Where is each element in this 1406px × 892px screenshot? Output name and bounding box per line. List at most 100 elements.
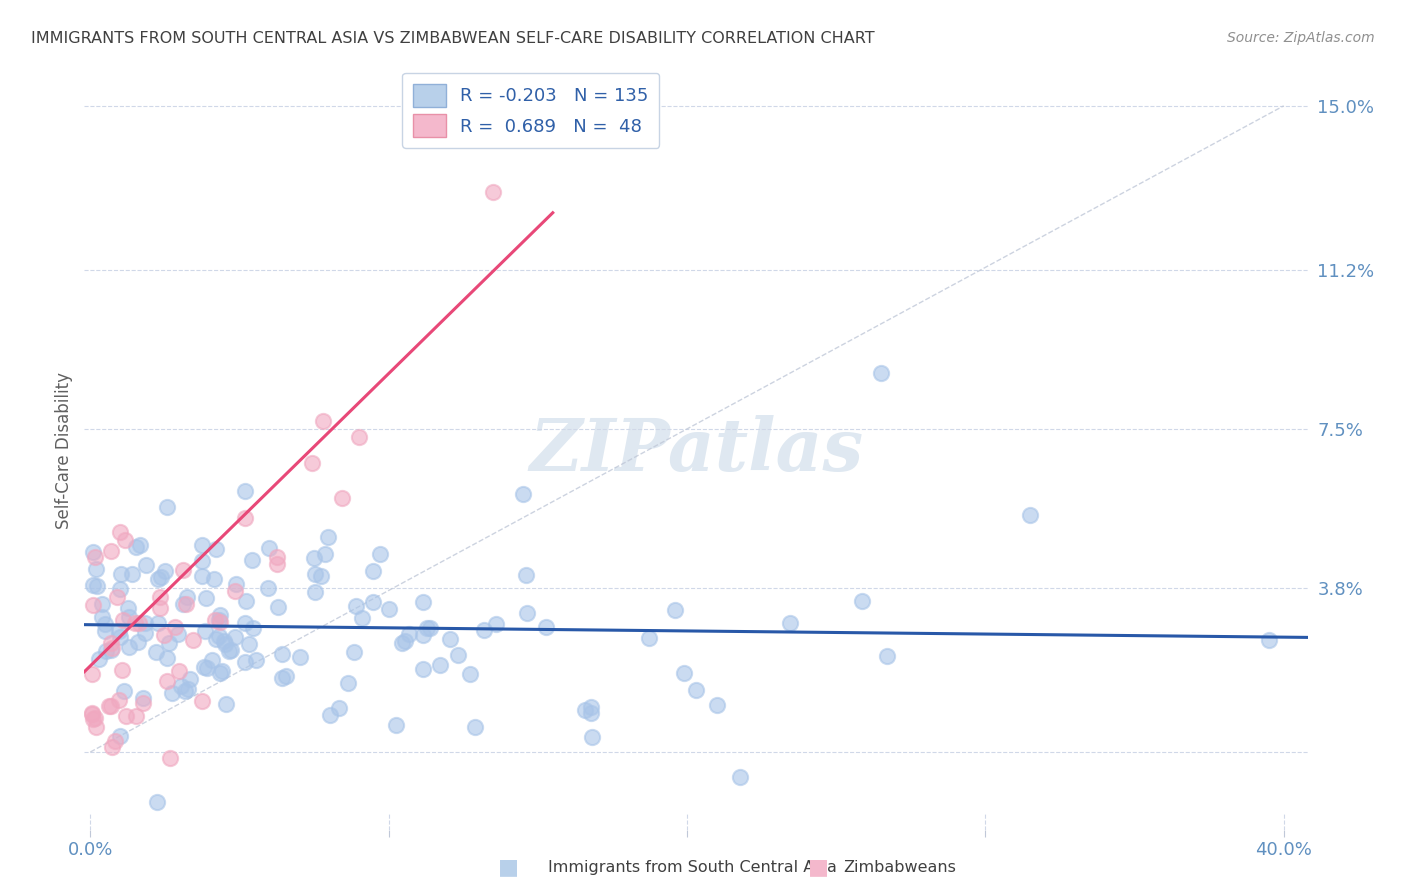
Point	[515, 568, 537, 582]
Point	[464, 720, 486, 734]
Point	[118, 640, 141, 654]
Point	[145, 645, 167, 659]
Point	[167, 627, 190, 641]
Text: ■: ■	[808, 857, 828, 877]
Point	[194, 624, 217, 638]
Point	[193, 660, 215, 674]
Y-axis label: Self-Care Disability: Self-Care Disability	[55, 372, 73, 529]
Point	[319, 707, 342, 722]
Point	[176, 590, 198, 604]
Point	[118, 610, 141, 624]
Point	[344, 599, 367, 613]
Point	[195, 591, 218, 605]
Point	[233, 616, 256, 631]
Point	[225, 577, 247, 591]
Point	[314, 547, 336, 561]
Point	[267, 599, 290, 614]
Text: Source: ZipAtlas.com: Source: ZipAtlas.com	[1227, 31, 1375, 45]
Point	[212, 634, 235, 648]
Point	[208, 613, 231, 627]
Point	[105, 590, 128, 604]
Point	[108, 582, 131, 596]
Point	[172, 597, 194, 611]
Point	[179, 672, 201, 686]
Point	[472, 623, 495, 637]
Point	[159, 751, 181, 765]
Point	[100, 636, 122, 650]
Point	[204, 613, 226, 627]
Point	[117, 600, 139, 615]
Point	[574, 703, 596, 717]
Point	[190, 693, 212, 707]
Point	[447, 648, 470, 662]
Point	[311, 414, 333, 428]
Point	[93, 624, 115, 638]
Point	[156, 650, 179, 665]
Point	[190, 569, 212, 583]
Point	[242, 621, 264, 635]
Point	[128, 616, 150, 631]
Point	[82, 712, 104, 726]
Point	[233, 484, 256, 499]
Point	[115, 709, 138, 723]
Point	[86, 579, 108, 593]
Point	[208, 615, 231, 630]
Point	[125, 709, 148, 723]
Point	[205, 541, 228, 556]
Point	[316, 530, 339, 544]
Point	[638, 631, 661, 645]
Point	[209, 665, 232, 680]
Point	[485, 616, 508, 631]
Point	[391, 636, 413, 650]
Point	[664, 602, 686, 616]
Text: ZIPatlas: ZIPatlas	[529, 415, 863, 486]
Point	[100, 698, 122, 713]
Point	[214, 637, 236, 651]
Point	[101, 640, 124, 655]
Point	[419, 620, 441, 634]
Point	[135, 558, 157, 572]
Point	[108, 631, 131, 645]
Point	[266, 557, 288, 571]
Point	[181, 633, 204, 648]
Point	[328, 701, 350, 715]
Point	[174, 598, 197, 612]
Point	[100, 643, 122, 657]
Point	[125, 540, 148, 554]
Point	[233, 511, 256, 525]
Point	[150, 569, 173, 583]
Point	[176, 681, 198, 696]
Text: ■: ■	[499, 857, 519, 877]
Point	[84, 562, 107, 576]
Point	[82, 598, 104, 612]
Point	[83, 711, 105, 725]
Point	[302, 551, 325, 566]
Point	[304, 567, 326, 582]
Point	[100, 544, 122, 558]
Point	[439, 632, 461, 646]
Point	[238, 636, 260, 650]
Point	[103, 734, 125, 748]
Point	[80, 666, 103, 681]
Point	[233, 656, 256, 670]
Point	[224, 630, 246, 644]
Point	[127, 635, 149, 649]
Point	[191, 554, 214, 568]
Point	[153, 564, 176, 578]
Point	[266, 549, 288, 564]
Point	[429, 658, 451, 673]
Point	[134, 616, 156, 631]
Point	[290, 649, 312, 664]
Point	[146, 616, 169, 631]
Point	[779, 615, 801, 630]
Point	[361, 595, 384, 609]
Point	[412, 662, 434, 676]
Legend: R = -0.203   N = 135, R =  0.689   N =  48: R = -0.203 N = 135, R = 0.689 N = 48	[402, 73, 659, 148]
Point	[534, 620, 557, 634]
Point	[378, 602, 401, 616]
Point	[108, 692, 131, 706]
Point	[87, 652, 110, 666]
Point	[673, 665, 696, 680]
Point	[330, 491, 353, 505]
Point	[274, 669, 297, 683]
